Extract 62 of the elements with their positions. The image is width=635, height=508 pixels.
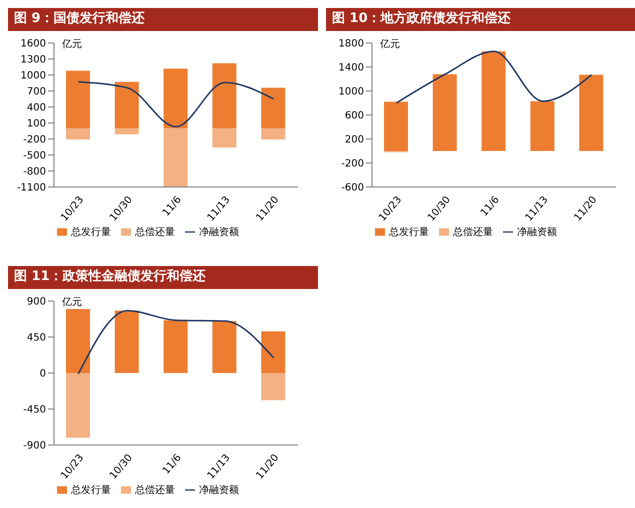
legend-label: 总偿还量 — [135, 485, 175, 496]
y-tick-label: -800 — [23, 166, 46, 178]
bar — [212, 321, 236, 373]
bar — [212, 63, 236, 128]
bar — [164, 128, 188, 186]
y-axis-title: 亿元 — [380, 38, 400, 51]
y-tick-label: 900 — [26, 296, 46, 308]
legend-label: 净融资额 — [199, 485, 239, 496]
y-tick-label: -900 — [23, 440, 46, 452]
y-tick-label: -500 — [23, 150, 46, 162]
y-tick-label: -1100 — [16, 182, 46, 194]
y-tick-label: 400 — [26, 102, 46, 114]
y-tick-label: -450 — [23, 404, 46, 416]
bar — [261, 331, 286, 373]
line-series — [396, 50, 592, 104]
bar — [66, 373, 90, 438]
line-series — [78, 310, 274, 375]
bar — [114, 310, 139, 373]
y-tick-label: 1000 — [20, 70, 46, 82]
legend-label: 总偿还量 — [135, 227, 175, 238]
y-tick-label: -200 — [23, 134, 46, 146]
y-axis-title: 亿元 — [62, 296, 82, 309]
line-series — [78, 81, 274, 128]
bar — [579, 74, 604, 151]
y-tick-label: 700 — [26, 86, 46, 98]
bar — [261, 88, 286, 128]
chart-title: 图 10：地方政府债发行和偿还 — [326, 8, 635, 31]
bar — [164, 68, 188, 128]
y-tick-label: 600 — [344, 110, 364, 122]
legend-label: 净融资额 — [199, 227, 239, 238]
chart-title: 图 11：政策性金融债发行和偿还 — [8, 266, 318, 289]
y-tick-label: -200 — [341, 158, 364, 170]
y-tick-label: 1800 — [338, 38, 364, 50]
bar — [261, 128, 286, 140]
legend-label: 总发行量 — [71, 227, 111, 238]
y-tick-label: 450 — [26, 332, 46, 344]
bar — [114, 128, 139, 134]
bar — [432, 74, 457, 151]
y-tick-label: 0 — [40, 368, 46, 380]
legend-label: 总发行量 — [71, 485, 111, 496]
legend-label: 总发行量 — [389, 227, 429, 238]
bar — [66, 309, 90, 373]
bar — [261, 373, 286, 400]
bar — [66, 128, 90, 140]
bar — [482, 51, 506, 151]
y-tick-label: 100 — [26, 118, 46, 130]
y-tick-label: 1000 — [338, 86, 364, 98]
bar — [114, 82, 139, 128]
bar — [384, 102, 408, 151]
y-tick-label: 1400 — [338, 62, 364, 74]
y-tick-label: -600 — [341, 182, 364, 194]
bar — [530, 101, 554, 151]
bar — [212, 128, 236, 148]
bar — [66, 70, 90, 128]
chart-title: 图 9：国债发行和偿还 — [8, 8, 318, 31]
legend-label: 总偿还量 — [453, 227, 493, 238]
y-tick-label: 1600 — [20, 38, 46, 50]
y-axis-title: 亿元 — [62, 38, 82, 51]
y-tick-label: 200 — [344, 134, 364, 146]
bar — [164, 320, 188, 373]
y-tick-label: 1300 — [20, 54, 46, 66]
legend-label: 净融资额 — [517, 227, 557, 238]
